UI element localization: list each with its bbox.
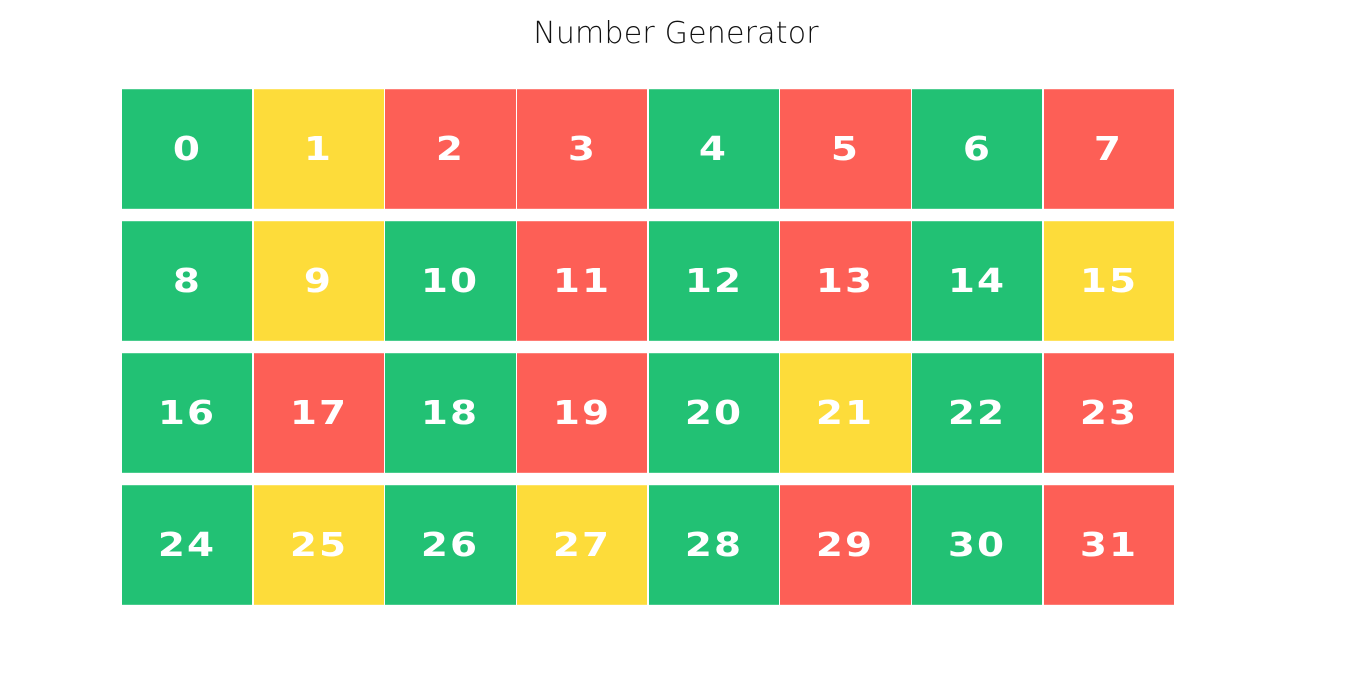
number-label: 1 xyxy=(304,130,334,169)
number-cell-12: 12 xyxy=(648,221,779,342)
number-label: 15 xyxy=(1079,262,1139,300)
number-label: 10 xyxy=(421,262,480,300)
number-label: 18 xyxy=(421,394,480,432)
number-label: 19 xyxy=(552,394,612,432)
number-cell-9: 9 xyxy=(253,221,384,342)
number-cell-7: 7 xyxy=(1043,89,1174,210)
number-cell-6: 6 xyxy=(912,89,1043,210)
number-label: 13 xyxy=(816,262,875,300)
number-cell-26: 26 xyxy=(385,484,516,605)
number-cell-3: 3 xyxy=(517,89,648,210)
number-cell-15: 15 xyxy=(1043,221,1174,342)
number-cell-11: 11 xyxy=(517,221,648,342)
number-cell-14: 14 xyxy=(912,221,1043,342)
number-cell-23: 23 xyxy=(1043,352,1174,473)
number-label: 11 xyxy=(552,262,612,300)
number-label: 8 xyxy=(172,262,202,300)
number-label: 24 xyxy=(157,525,217,564)
number-cell-20: 20 xyxy=(648,352,779,473)
number-label: 17 xyxy=(289,394,348,432)
number-label: 6 xyxy=(962,130,992,169)
number-cell-4: 4 xyxy=(648,89,779,210)
number-cell-19: 19 xyxy=(517,352,648,473)
number-cell-2: 2 xyxy=(385,89,516,210)
number-label: 0 xyxy=(172,130,202,169)
number-cell-24: 24 xyxy=(122,484,253,605)
number-label: 5 xyxy=(830,130,861,169)
number-cell-13: 13 xyxy=(780,221,911,342)
number-label: 14 xyxy=(947,262,1007,300)
number-label: 23 xyxy=(1079,394,1139,432)
number-cell-16: 16 xyxy=(122,352,253,473)
number-label: 12 xyxy=(684,262,744,300)
number-cell-30: 30 xyxy=(912,484,1043,605)
number-cell-0: 0 xyxy=(122,89,253,210)
number-label: 4 xyxy=(699,130,729,169)
number-label: 22 xyxy=(947,394,1007,432)
number-label: 3 xyxy=(567,130,597,169)
number-label: 25 xyxy=(289,525,348,564)
number-cell-31: 31 xyxy=(1043,484,1174,605)
number-grid: 0 1 2 3 4 5 6 7 8 9 10 11 12 13 14 15 16 17 18 19 20 21 22 23 24… xyxy=(122,84,1174,610)
page-title: Number Generator xyxy=(533,16,819,51)
number-label: 29 xyxy=(816,525,875,564)
number-cell-17: 17 xyxy=(253,352,384,473)
number-label: 7 xyxy=(1094,130,1124,169)
number-label: 26 xyxy=(421,525,480,564)
number-cell-5: 5 xyxy=(780,89,911,210)
number-label: 2 xyxy=(435,130,466,169)
number-label: 21 xyxy=(816,394,875,432)
number-cell-10: 10 xyxy=(385,221,516,342)
number-cell-21: 21 xyxy=(780,352,911,473)
number-cell-22: 22 xyxy=(912,352,1043,473)
number-label: 20 xyxy=(684,394,744,432)
number-cell-25: 25 xyxy=(253,484,384,605)
number-label: 31 xyxy=(1079,525,1139,564)
number-cell-1: 1 xyxy=(253,89,384,210)
number-label: 27 xyxy=(552,525,612,564)
number-cell-29: 29 xyxy=(780,484,911,605)
number-cell-28: 28 xyxy=(648,484,779,605)
number-label: 30 xyxy=(947,525,1007,564)
number-cell-18: 18 xyxy=(385,352,516,473)
number-label: 9 xyxy=(304,262,334,300)
number-label: 28 xyxy=(684,525,744,564)
number-cell-8: 8 xyxy=(122,221,253,342)
number-label: 16 xyxy=(157,394,217,432)
number-cell-27: 27 xyxy=(517,484,648,605)
